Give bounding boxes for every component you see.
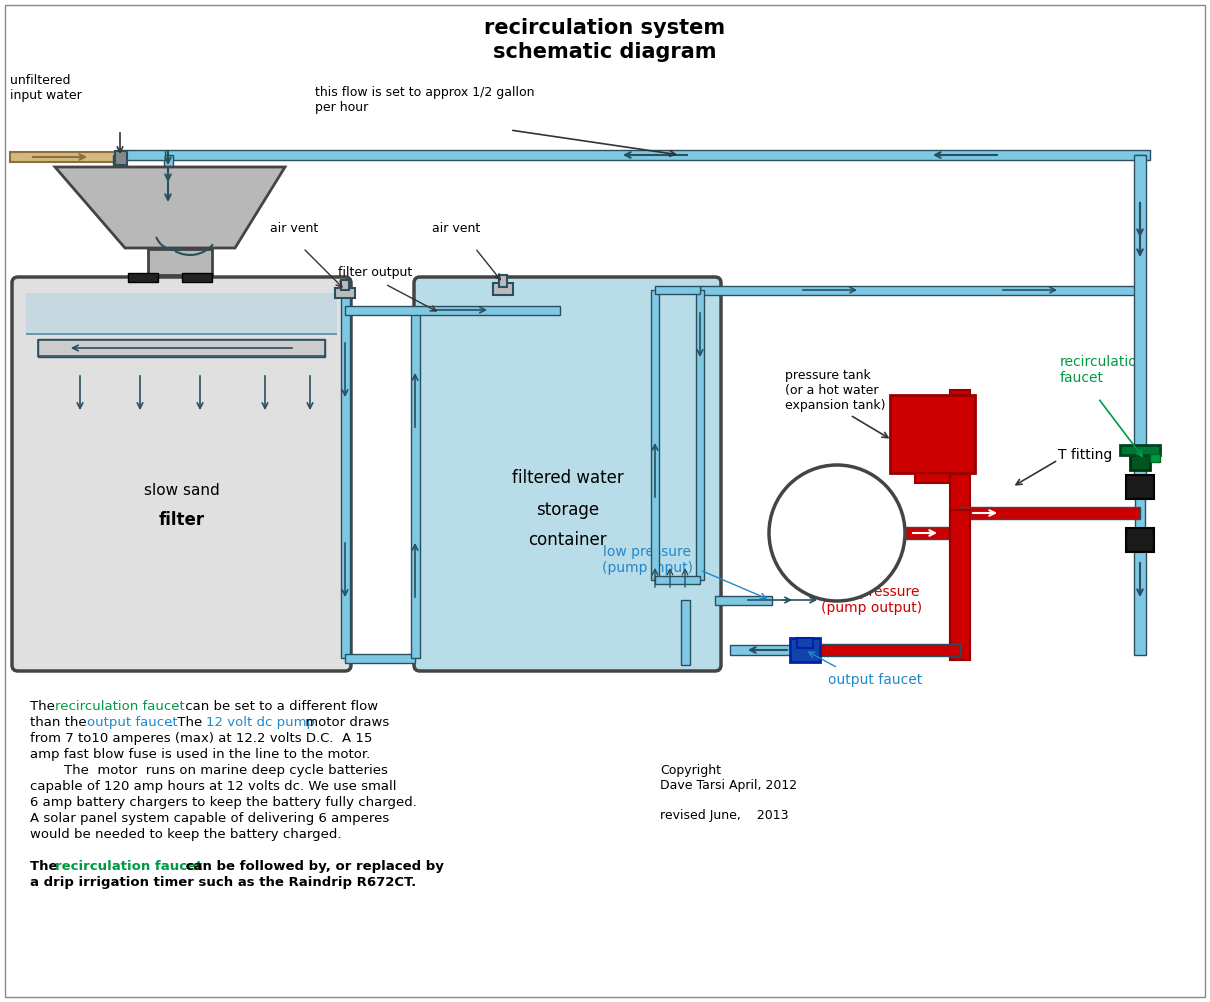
Text: capable of 120 amp hours at 12 volts dc. We use small: capable of 120 amp hours at 12 volts dc.… (30, 780, 397, 793)
Bar (492, 283, 513, 295)
Text: unfiltered
input water: unfiltered input water (10, 74, 82, 102)
Bar (25, 293, 338, 333)
Text: low pressure
(pump input): low pressure (pump input) (601, 545, 692, 575)
Text: 12 volt dc pump: 12 volt dc pump (207, 716, 316, 729)
Text: recirculation faucet: recirculation faucet (56, 860, 202, 873)
FancyBboxPatch shape (414, 277, 721, 671)
Text: The  motor  runs on marine deep cycle batteries: The motor runs on marine deep cycle batt… (30, 764, 388, 777)
Bar (715, 595, 772, 604)
Bar (696, 290, 704, 580)
Bar (1130, 450, 1150, 470)
Bar (1134, 155, 1146, 487)
Bar (115, 151, 127, 165)
Text: recirculation system
schematic diagram: recirculation system schematic diagram (484, 18, 726, 61)
Text: air vent: air vent (432, 221, 480, 234)
Bar (345, 306, 560, 315)
Text: 12 volt: 12 volt (808, 513, 865, 528)
Bar (335, 288, 355, 298)
Bar (38, 340, 325, 356)
Text: The: The (30, 700, 59, 713)
Text: 6 amp battery chargers to keep the battery fully charged.: 6 amp battery chargers to keep the batte… (30, 796, 417, 809)
Bar (38, 339, 325, 357)
Bar (797, 638, 813, 648)
Bar (950, 390, 970, 660)
Text: recirculation faucet: recirculation faucet (56, 700, 185, 713)
Bar (119, 150, 165, 160)
Bar (10, 152, 119, 162)
Bar (903, 527, 960, 539)
Text: pressure tank
(or a hot water
expansion tank): pressure tank (or a hot water expansion … (785, 369, 886, 412)
Text: recirculation
faucet: recirculation faucet (1060, 355, 1147, 385)
Bar (790, 638, 820, 662)
Text: output faucet: output faucet (828, 673, 922, 687)
Bar (1127, 528, 1154, 552)
Text: slow sand: slow sand (144, 483, 219, 498)
Text: this flow is set to approx 1/2 gallon
per hour: this flow is set to approx 1/2 gallon pe… (315, 86, 535, 114)
Bar (499, 275, 507, 287)
Bar (1127, 475, 1154, 499)
Bar (701, 286, 1140, 295)
Bar (163, 155, 173, 247)
Bar (730, 645, 809, 655)
Bar (165, 150, 1150, 160)
Bar (809, 644, 960, 656)
Bar (1150, 454, 1160, 462)
Bar (345, 653, 415, 662)
Text: A solar panel system capable of delivering 6 amperes: A solar panel system capable of deliveri… (30, 812, 390, 825)
Bar (655, 286, 701, 294)
FancyBboxPatch shape (12, 277, 351, 671)
Text: high pressure
(pump output): high pressure (pump output) (822, 585, 922, 615)
Text: . The: . The (168, 716, 206, 729)
Bar (113, 155, 123, 165)
Bar (25, 333, 338, 335)
Text: motor draws: motor draws (301, 716, 390, 729)
Text: filter output: filter output (338, 266, 413, 279)
Bar (1134, 540, 1146, 655)
Bar (410, 310, 420, 658)
Text: dc pump: dc pump (801, 535, 872, 550)
Text: T fitting: T fitting (1058, 448, 1112, 462)
Bar (182, 273, 212, 282)
Bar (891, 395, 975, 473)
Bar (341, 280, 348, 290)
Bar (655, 576, 701, 584)
Text: air vent: air vent (270, 221, 318, 234)
Text: a drip irrigation timer such as the Raindrip R672CT.: a drip irrigation timer such as the Rain… (30, 876, 416, 889)
Bar (915, 473, 950, 483)
Polygon shape (54, 167, 286, 248)
Bar (340, 295, 350, 658)
Text: filter: filter (159, 511, 204, 529)
Bar (680, 600, 690, 665)
Text: than the: than the (30, 716, 91, 729)
Bar (1135, 155, 1145, 650)
Text: can be followed by, or replaced by: can be followed by, or replaced by (182, 860, 444, 873)
Text: container: container (529, 531, 606, 549)
Text: filtered water: filtered water (512, 469, 623, 487)
Text: from 7 to10 amperes (max) at 12.2 volts D.C.  A 15: from 7 to10 amperes (max) at 12.2 volts … (30, 732, 373, 745)
Bar (1120, 445, 1160, 455)
Text: amp fast blow fuse is used in the line to the motor.: amp fast blow fuse is used in the line t… (30, 748, 370, 761)
Text: would be needed to keep the battery charged.: would be needed to keep the battery char… (30, 828, 341, 841)
Bar (148, 249, 212, 275)
Bar (960, 507, 1140, 519)
Bar (950, 510, 970, 660)
Bar (128, 273, 159, 282)
Bar (651, 290, 659, 580)
Circle shape (770, 465, 905, 601)
Text: Copyright
Dave Tarsi April, 2012

revised June,    2013: Copyright Dave Tarsi April, 2012 revised… (659, 764, 797, 822)
Text: storage: storage (536, 501, 599, 519)
Text: The: The (30, 860, 62, 873)
Text: can be set to a different flow: can be set to a different flow (182, 700, 379, 713)
Text: output faucet: output faucet (87, 716, 178, 729)
